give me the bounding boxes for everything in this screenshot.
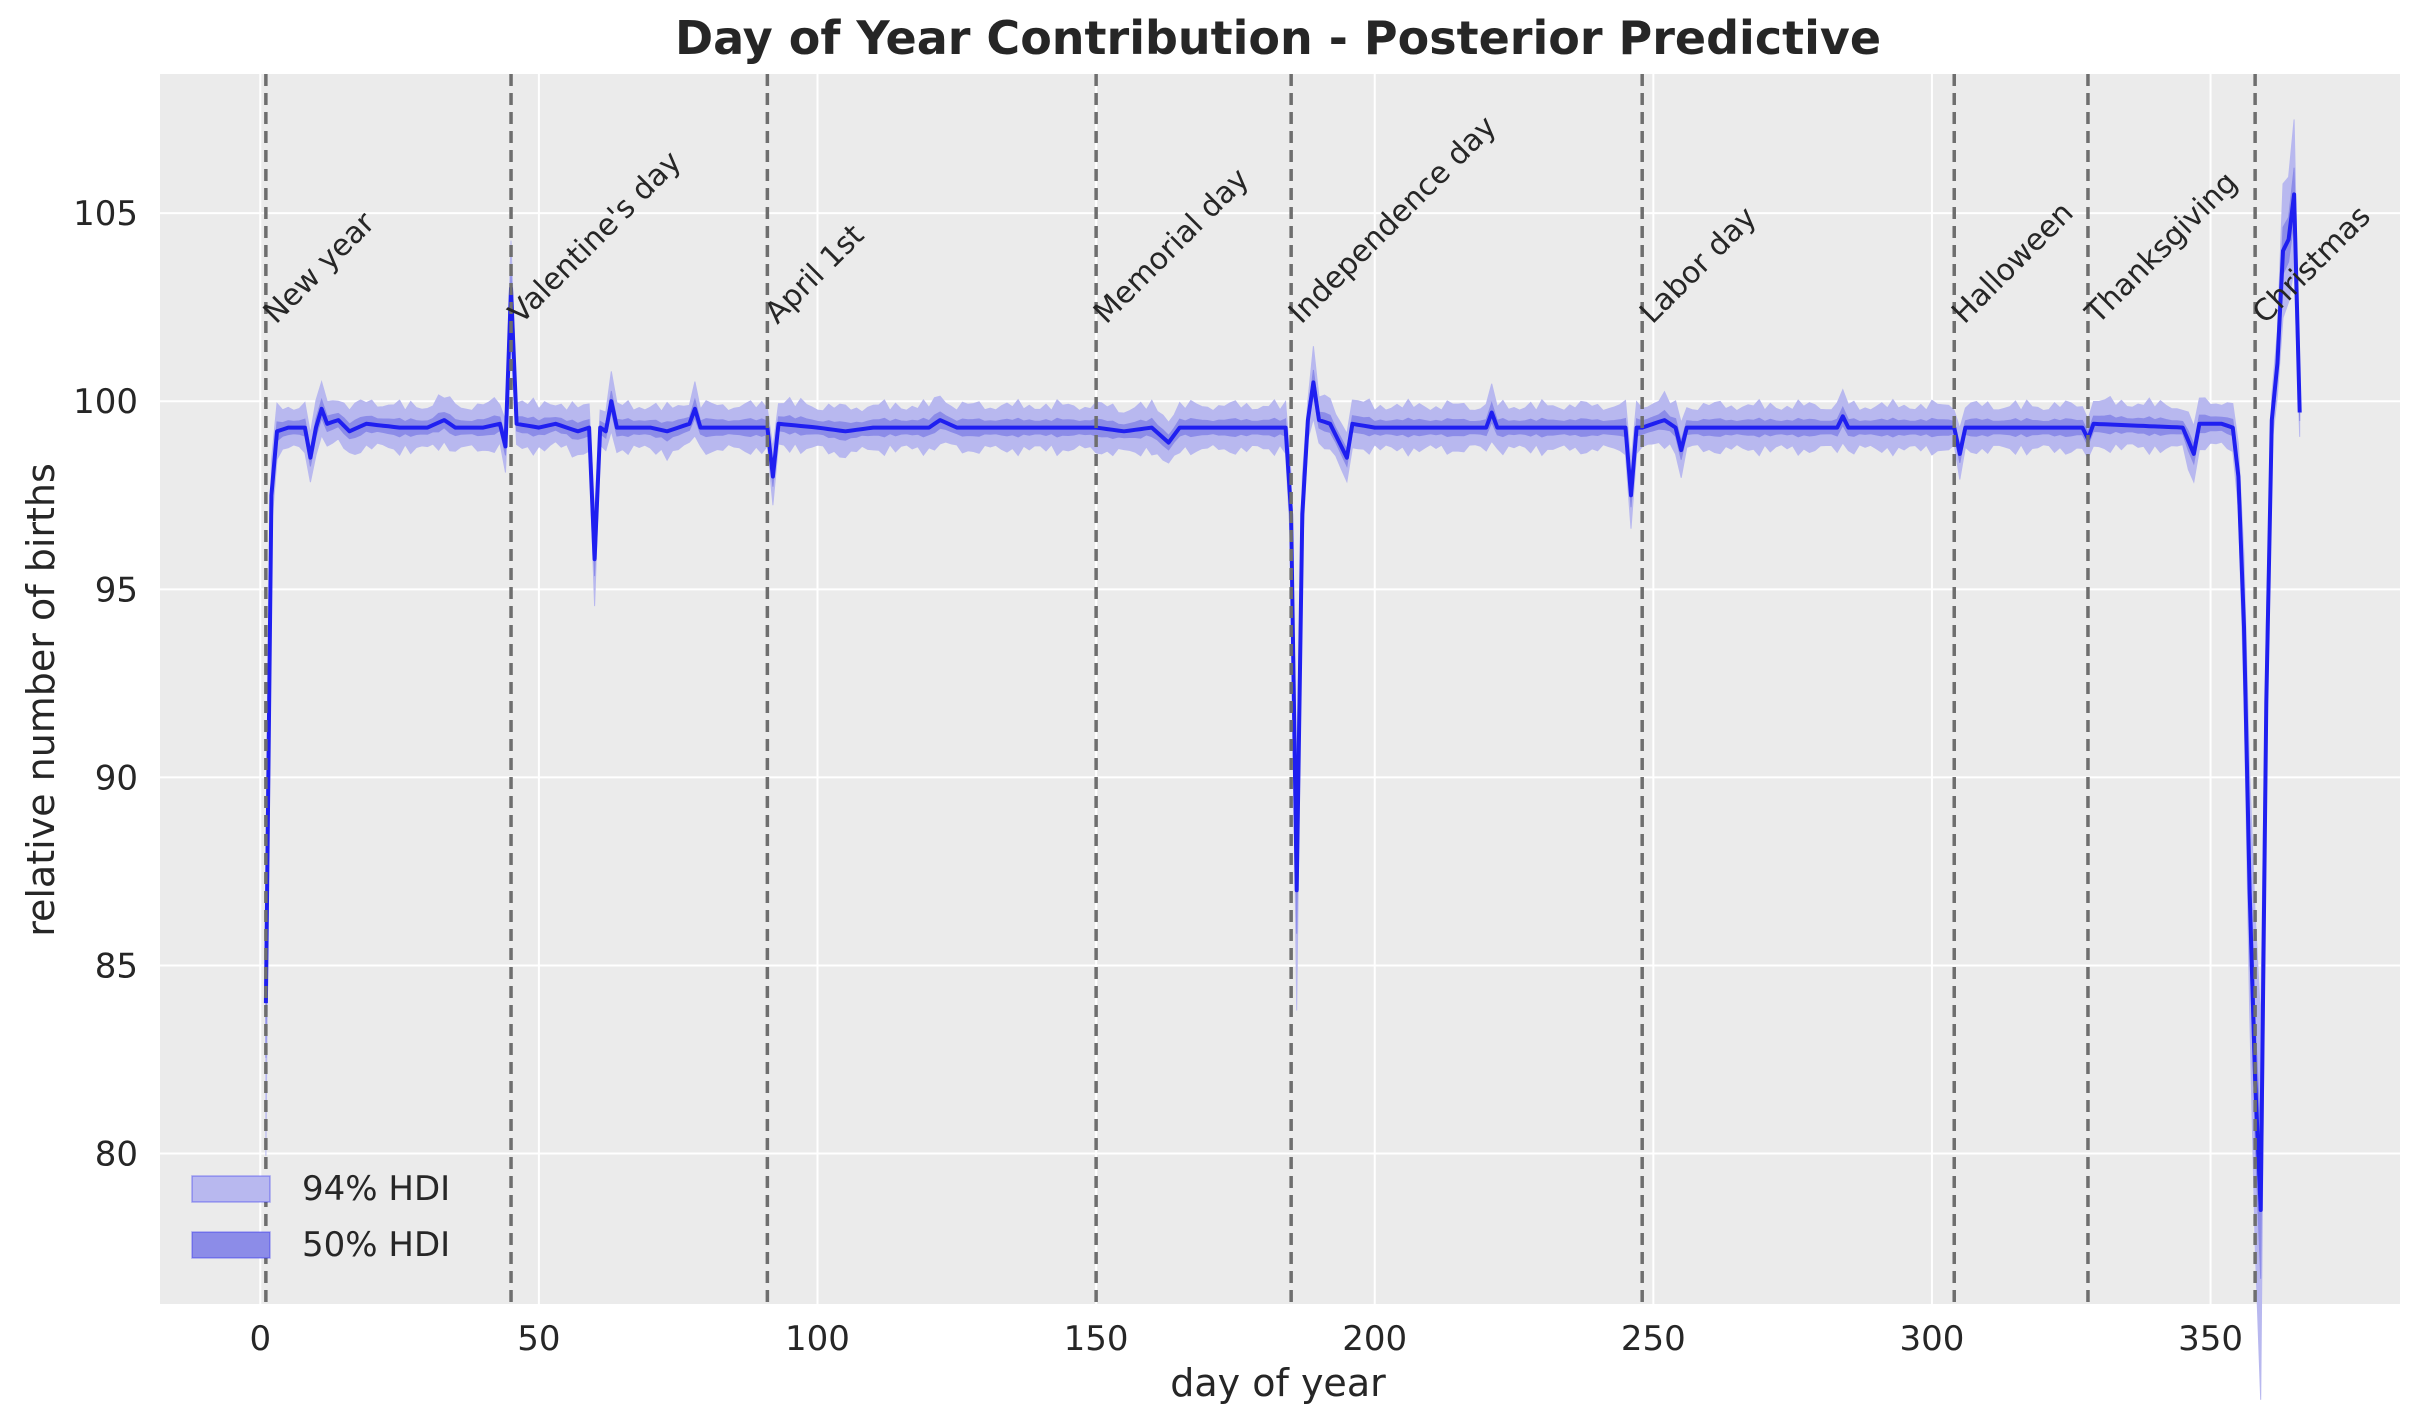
chart-title: Day of Year Contribution - Posterior Pre… [675,11,1881,65]
x-tick-label: 150 [1064,1319,1129,1359]
x-tick-label: 50 [517,1319,560,1359]
x-axis-label: day of year [1170,1361,1386,1405]
x-tick-label: 300 [1899,1319,1964,1359]
legend-swatch [191,1231,271,1259]
y-tick-label: 95 [95,570,138,610]
x-tick-label: 350 [2178,1319,2243,1359]
y-tick-label: 80 [95,1135,138,1175]
x-tick-label: 0 [249,1319,271,1359]
y-tick-label: 85 [95,946,138,986]
y-tick-label: 100 [73,382,138,422]
mean-line-group [263,192,2302,1212]
hdi-94-band [265,119,2301,1400]
y-tick-labels: 80 85 90 95 100 105 [73,194,138,1174]
mean-line [263,192,2302,1212]
hdi-94-area [265,119,2301,1400]
y-tick-label: 90 [95,758,138,798]
x-tick-label: 200 [1342,1319,1407,1359]
y-tick-label: 105 [73,194,138,234]
x-tick-label: 250 [1621,1319,1686,1359]
x-tick-label: 100 [785,1319,850,1359]
y-axis-label: relative number of births [19,463,63,937]
hdi-50-band [265,167,2301,1279]
plot-area [160,74,2400,1304]
legend-entry-label: 50% HDI [302,1225,450,1265]
legend: 94% HDI 50% HDI [191,1169,450,1265]
hdi-50-area [265,167,2301,1279]
legend-entry-label: 94% HDI [302,1169,450,1209]
x-tick-labels: 0 50 100 150 200 250 300 350 [249,1319,2243,1359]
legend-swatch [191,1175,271,1203]
